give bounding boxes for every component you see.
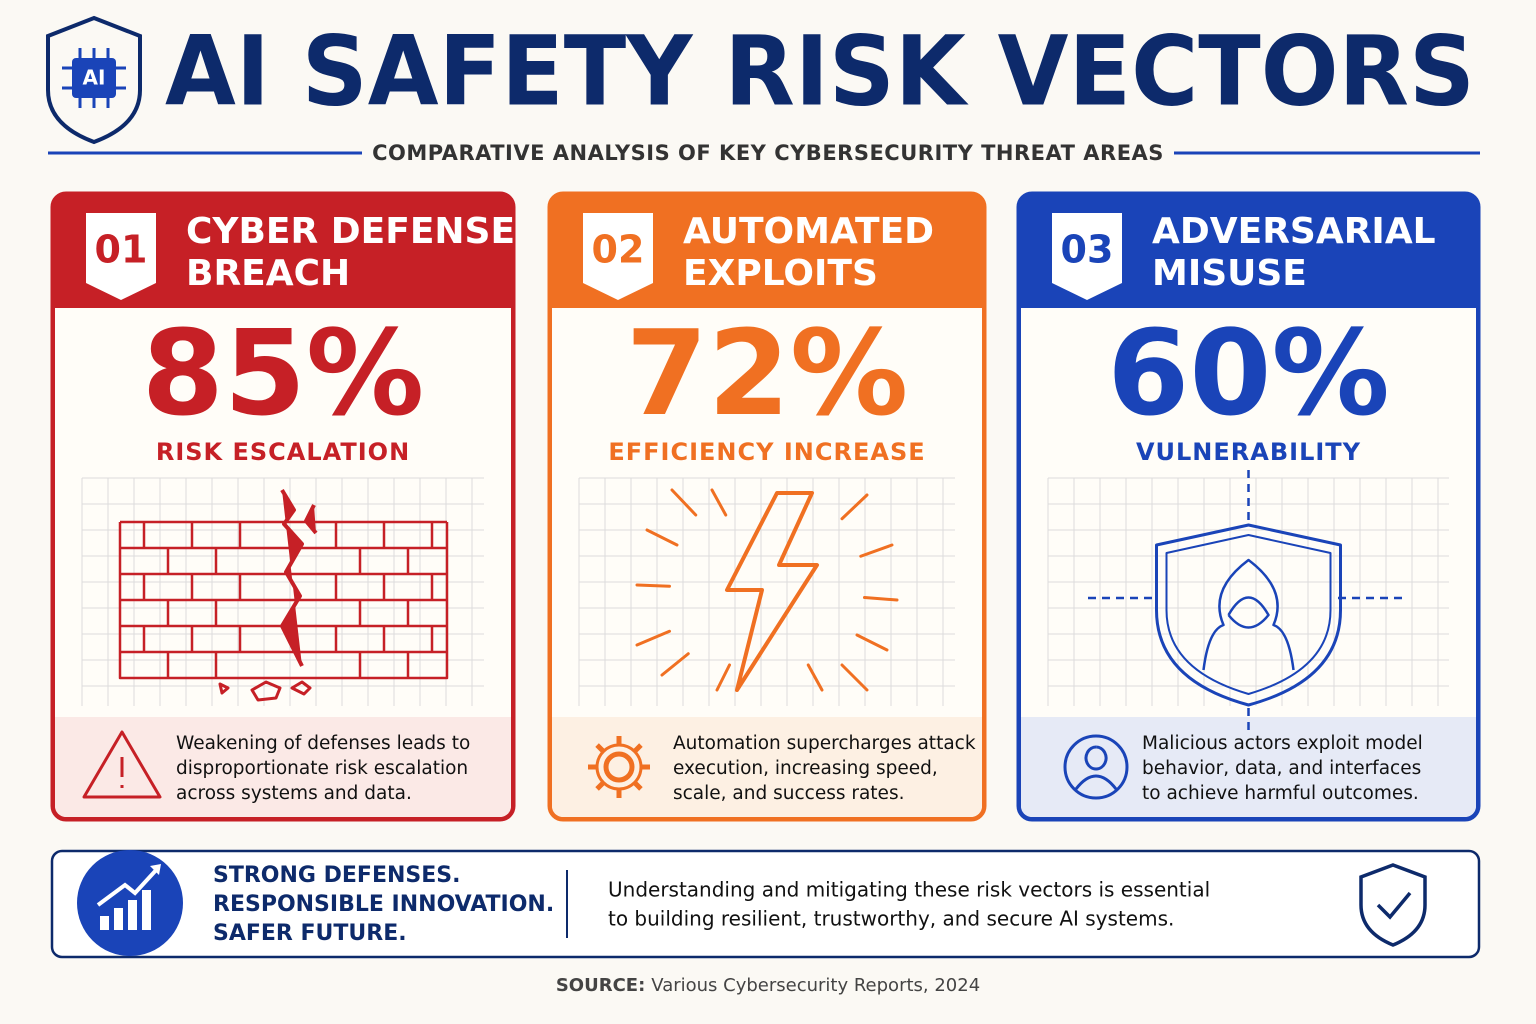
card-description: Weakening of defenses leads to [176, 733, 470, 754]
source-label: SOURCE: [556, 975, 645, 996]
user-ring [1063, 734, 1129, 800]
grid [81, 477, 484, 706]
stat-label: EFFICIENCY INCREASE [608, 438, 925, 466]
stat: 60% [1107, 304, 1389, 442]
dashes [1088, 470, 1408, 735]
card-description: disproportionate risk escalation [176, 758, 468, 779]
bolt [725, 491, 819, 692]
card-footer [1021, 717, 1476, 817]
card-footer [55, 717, 511, 817]
card-title: CYBER DEFENSE [186, 211, 515, 252]
card-description: execution, increasing speed, [673, 758, 938, 779]
card-description: across systems and data. [176, 783, 412, 804]
badge [1052, 213, 1122, 300]
message: to building resilient, trustworthy, and … [608, 907, 1174, 931]
title: AI SAFETY RISK VECTORS [165, 15, 1475, 127]
badge-number: 03 [1061, 228, 1114, 272]
card-title: MISUSE [1152, 253, 1307, 294]
card-body-top [55, 308, 511, 328]
card-footer-top [552, 717, 982, 737]
banner [50, 849, 1481, 959]
card-body [1021, 308, 1476, 817]
source: SOURCE: Various Cybersecurity Reports, 20… [556, 975, 980, 996]
stat: 85% [142, 304, 424, 442]
card-title: EXPLOITS [683, 253, 878, 294]
message: Understanding and mitigating these risk … [608, 878, 1210, 902]
card-footer [552, 717, 982, 817]
badge [86, 213, 156, 300]
card-description: behavior, data, and interfaces [1142, 758, 1421, 779]
badge-number: 01 [95, 228, 148, 272]
badge-number: 02 [592, 228, 645, 272]
stat-label: VULNERABILITY [1136, 438, 1361, 466]
card-border [547, 191, 987, 822]
tagline: STRONG DEFENSES. [213, 863, 460, 888]
card-title: BREACH [186, 253, 350, 294]
gear-icon [588, 736, 650, 798]
card-description: to achieve harmful outcomes. [1142, 783, 1419, 804]
card-description: Malicious actors exploit model [1142, 733, 1423, 754]
card-description: scale, and success rates. [673, 783, 904, 804]
card-body-top [1021, 308, 1476, 328]
card-description: Automation supercharges attack [673, 733, 976, 754]
card-body [552, 308, 982, 817]
stat-label: RISK ESCALATION [156, 438, 410, 466]
stat: 72% [626, 304, 908, 442]
rays [635, 488, 899, 692]
crack [280, 488, 318, 667]
warning-icon [82, 730, 162, 799]
tagline: RESPONSIBLE INNOVATION. [213, 892, 554, 917]
card-title: AUTOMATED [683, 211, 934, 252]
card-border [50, 191, 516, 822]
card-footer-top [55, 717, 511, 737]
card-body-top [552, 308, 982, 328]
shield-inner [1165, 534, 1332, 695]
logo: AI [46, 15, 142, 145]
subtitle: COMPARATIVE ANALYSIS OF KEY CYBERSECURIT… [372, 141, 1164, 165]
user-icon [1074, 745, 1118, 790]
card-border [1016, 191, 1481, 822]
logo-text: AI [83, 66, 106, 90]
badge [583, 213, 653, 300]
source-text: Various Cybersecurity Reports, 2024 [651, 975, 980, 996]
card-title: ADVERSARIAL [1152, 211, 1436, 252]
shield [1155, 523, 1342, 707]
rubble [218, 680, 312, 702]
hooded-figure [1202, 558, 1295, 671]
tagline: SAFER FUTURE. [213, 921, 407, 946]
card-body [55, 308, 511, 817]
